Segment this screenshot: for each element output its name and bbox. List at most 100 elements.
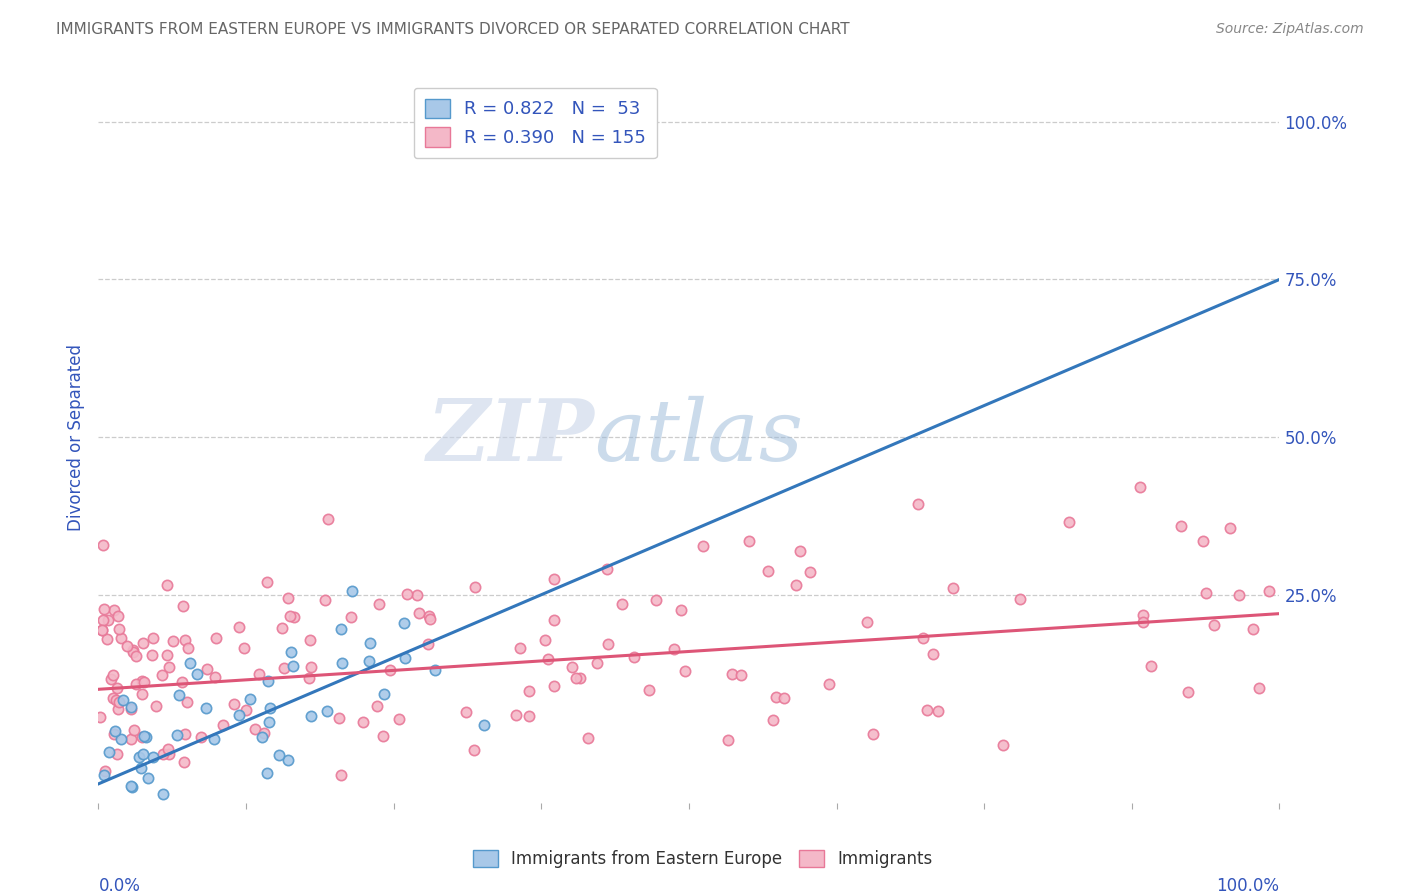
Point [111, 693, 134, 707]
Point [366, 698, 388, 713]
Point [817, 677, 839, 691]
Point [533, 633, 555, 648]
Point [576, 731, 599, 745]
Text: 0.0%: 0.0% [98, 877, 141, 892]
Point [1139, 658, 1161, 673]
Point [101, 690, 124, 705]
Point [124, 649, 146, 664]
Point [89, 827, 111, 841]
Point [1195, 586, 1218, 600]
Point [472, 718, 495, 732]
Point [394, 651, 416, 665]
Point [152, 747, 174, 762]
Point [277, 591, 299, 606]
Point [121, 645, 143, 659]
Point [277, 753, 299, 767]
Point [330, 622, 353, 636]
Point [157, 747, 180, 762]
Point [332, 656, 354, 670]
Point [90, 623, 112, 637]
Point [173, 632, 195, 647]
Point [315, 704, 337, 718]
Point [329, 768, 352, 782]
Point [228, 707, 250, 722]
Point [250, 730, 273, 744]
Point [799, 565, 821, 579]
Point [299, 660, 322, 674]
Point [281, 658, 304, 673]
Point [662, 642, 685, 657]
Point [283, 609, 305, 624]
Point [247, 666, 270, 681]
Point [357, 654, 380, 668]
Point [132, 674, 155, 689]
Point [256, 574, 278, 589]
Point [773, 691, 796, 706]
Point [110, 632, 132, 646]
Point [921, 647, 943, 661]
Y-axis label: Divorced or Separated: Divorced or Separated [66, 343, 84, 531]
Point [340, 584, 363, 599]
Point [408, 607, 430, 621]
Point [145, 698, 167, 713]
Point [371, 729, 394, 743]
Point [373, 687, 395, 701]
Point [463, 743, 485, 757]
Point [176, 695, 198, 709]
Point [174, 727, 197, 741]
Point [644, 593, 666, 607]
Point [314, 592, 336, 607]
Point [328, 711, 350, 725]
Point [105, 747, 128, 761]
Point [108, 622, 131, 636]
Legend: R = 0.822   N =  53, R = 0.390   N = 155: R = 0.822 N = 53, R = 0.390 N = 155 [413, 87, 657, 158]
Point [316, 512, 339, 526]
Point [257, 674, 280, 689]
Point [543, 613, 565, 627]
Point [97, 745, 120, 759]
Point [107, 609, 129, 624]
Point [565, 671, 588, 685]
Point [93, 602, 115, 616]
Point [1227, 588, 1250, 602]
Point [280, 645, 302, 659]
Point [253, 726, 276, 740]
Point [105, 681, 128, 695]
Point [765, 690, 787, 704]
Point [132, 747, 155, 761]
Point [134, 730, 156, 744]
Point [120, 699, 142, 714]
Point [721, 667, 744, 681]
Point [173, 755, 195, 769]
Point [353, 714, 375, 729]
Point [509, 640, 531, 655]
Point [543, 572, 565, 586]
Point [1132, 615, 1154, 629]
Point [537, 652, 560, 666]
Point [425, 663, 447, 677]
Point [89, 710, 111, 724]
Point [568, 671, 591, 685]
Point [243, 722, 266, 736]
Point [368, 597, 391, 611]
Point [194, 701, 217, 715]
Text: 100.0%: 100.0% [1216, 877, 1279, 892]
Point [669, 603, 692, 617]
Point [271, 621, 294, 635]
Point [637, 682, 659, 697]
Point [912, 631, 935, 645]
Point [97, 613, 120, 627]
Point [1241, 622, 1264, 636]
Point [927, 704, 949, 718]
Text: atlas: atlas [595, 396, 804, 478]
Point [269, 748, 291, 763]
Point [623, 650, 645, 665]
Point [96, 632, 118, 646]
Point [692, 539, 714, 553]
Point [419, 611, 441, 625]
Point [190, 730, 212, 744]
Point [103, 668, 125, 682]
Point [166, 728, 188, 742]
Point [152, 787, 174, 801]
Point [143, 848, 166, 863]
